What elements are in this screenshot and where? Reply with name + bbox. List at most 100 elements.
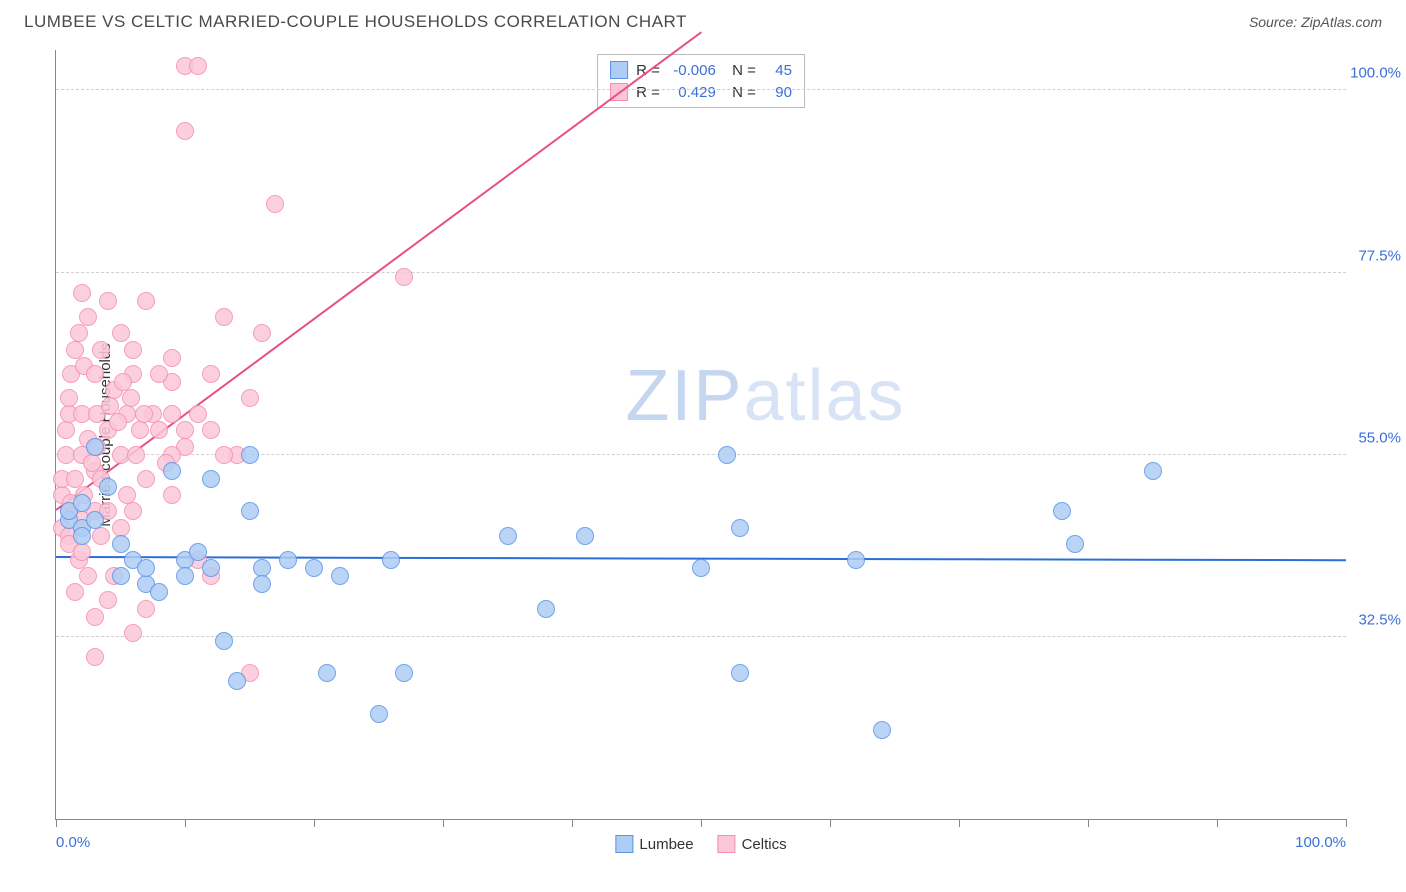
data-point <box>86 438 104 456</box>
data-point <box>718 446 736 464</box>
data-point <box>176 567 194 585</box>
data-point <box>124 341 142 359</box>
data-point <box>202 559 220 577</box>
data-point <box>576 527 594 545</box>
data-point <box>112 324 130 342</box>
data-point <box>137 600 155 618</box>
data-point <box>99 478 117 496</box>
data-point <box>202 470 220 488</box>
y-tick-label: 32.5% <box>1358 611 1401 628</box>
data-point <box>124 502 142 520</box>
data-point <box>382 551 400 569</box>
x-tick <box>56 819 57 827</box>
n-value: 45 <box>764 62 792 79</box>
n-label: N = <box>724 62 756 79</box>
watermark-part1: ZIP <box>625 356 743 436</box>
data-point <box>150 421 168 439</box>
series-legend: Lumbee Celtics <box>615 835 786 853</box>
data-point <box>86 511 104 529</box>
x-tick <box>1217 819 1218 827</box>
legend-item: Lumbee <box>615 835 693 853</box>
x-axis-max: 100.0% <box>1295 834 1346 851</box>
data-point <box>73 543 91 561</box>
x-tick <box>314 819 315 827</box>
r-label: R = <box>636 84 660 101</box>
data-point <box>124 624 142 642</box>
stats-row: R = 0.429 N = 90 <box>610 81 792 103</box>
data-point <box>57 421 75 439</box>
data-point <box>163 462 181 480</box>
data-point <box>215 632 233 650</box>
r-value: 0.429 <box>668 84 716 101</box>
chart-title: LUMBEE VS CELTIC MARRIED-COUPLE HOUSEHOL… <box>24 12 687 32</box>
gridline <box>56 636 1346 637</box>
data-point <box>202 421 220 439</box>
data-point <box>253 324 271 342</box>
n-value: 90 <box>764 84 792 101</box>
x-tick <box>443 819 444 827</box>
data-point <box>86 608 104 626</box>
data-point <box>176 122 194 140</box>
y-tick-label: 55.0% <box>1358 429 1401 446</box>
data-point <box>189 405 207 423</box>
data-point <box>135 405 153 423</box>
data-point <box>731 664 749 682</box>
x-tick <box>701 819 702 827</box>
data-point <box>73 284 91 302</box>
stats-legend-box: R = -0.006 N = 45 R = 0.429 N = 90 <box>597 54 805 108</box>
series-swatch <box>610 61 628 79</box>
data-point <box>137 292 155 310</box>
data-point <box>202 365 220 383</box>
data-point <box>241 389 259 407</box>
x-axis-min: 0.0% <box>56 834 90 851</box>
data-point <box>137 559 155 577</box>
data-point <box>127 446 145 464</box>
data-point <box>112 567 130 585</box>
y-tick-label: 77.5% <box>1358 247 1401 264</box>
data-point <box>99 292 117 310</box>
x-tick <box>959 819 960 827</box>
x-tick <box>185 819 186 827</box>
data-point <box>266 195 284 213</box>
legend-item: Celtics <box>718 835 787 853</box>
data-point <box>189 543 207 561</box>
data-point <box>66 470 84 488</box>
data-point <box>66 583 84 601</box>
data-point <box>137 470 155 488</box>
source-attribution: Source: ZipAtlas.com <box>1249 14 1382 30</box>
data-point <box>109 413 127 431</box>
data-point <box>241 502 259 520</box>
data-point <box>305 559 323 577</box>
data-point <box>73 527 91 545</box>
data-point <box>1144 462 1162 480</box>
y-tick-label: 100.0% <box>1350 65 1401 82</box>
data-point <box>241 446 259 464</box>
data-point <box>86 365 104 383</box>
x-tick <box>1088 819 1089 827</box>
data-point <box>370 705 388 723</box>
chart-header: LUMBEE VS CELTIC MARRIED-COUPLE HOUSEHOL… <box>0 0 1406 40</box>
data-point <box>150 583 168 601</box>
n-label: N = <box>724 84 756 101</box>
data-point <box>873 721 891 739</box>
r-value: -0.006 <box>668 62 716 79</box>
data-point <box>92 527 110 545</box>
data-point <box>163 486 181 504</box>
data-point <box>150 365 168 383</box>
scatter-chart: Married-couple Households ZIPatlas R =-0… <box>55 50 1346 820</box>
data-point <box>215 308 233 326</box>
x-tick <box>572 819 573 827</box>
data-point <box>163 349 181 367</box>
data-point <box>253 575 271 593</box>
data-point <box>731 519 749 537</box>
data-point <box>1066 535 1084 553</box>
data-point <box>60 389 78 407</box>
data-point <box>537 600 555 618</box>
data-point <box>847 551 865 569</box>
data-point <box>112 535 130 553</box>
legend-label: Lumbee <box>639 836 693 853</box>
legend-swatch <box>615 835 633 853</box>
data-point <box>79 308 97 326</box>
gridline <box>56 272 1346 273</box>
data-point <box>228 672 246 690</box>
